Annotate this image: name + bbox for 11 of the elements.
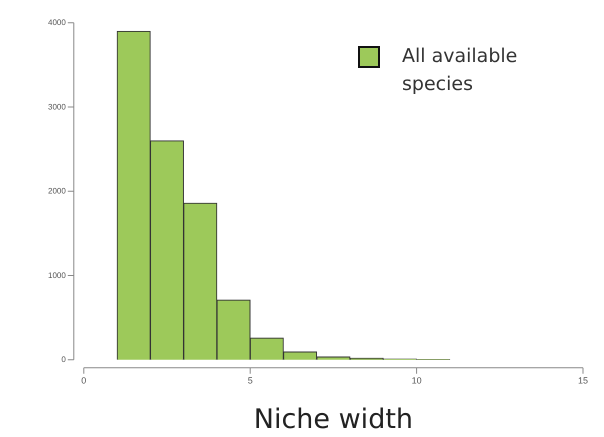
y-tick-label: 1000 [48,270,66,280]
legend-label: All available species [402,44,518,97]
y-tick-label: 3000 [48,102,66,112]
x-tick-label: 5 [248,376,253,386]
x-tick-label: 15 [578,376,588,386]
y-tick-label: 2000 [48,186,66,196]
x-tick-label: 0 [81,376,86,386]
x-tick-label: 10 [412,376,422,386]
x-axis-title: Niche width [254,404,414,435]
y-tick-label: 0 [61,355,66,364]
y-tick-label: 4000 [48,18,66,28]
